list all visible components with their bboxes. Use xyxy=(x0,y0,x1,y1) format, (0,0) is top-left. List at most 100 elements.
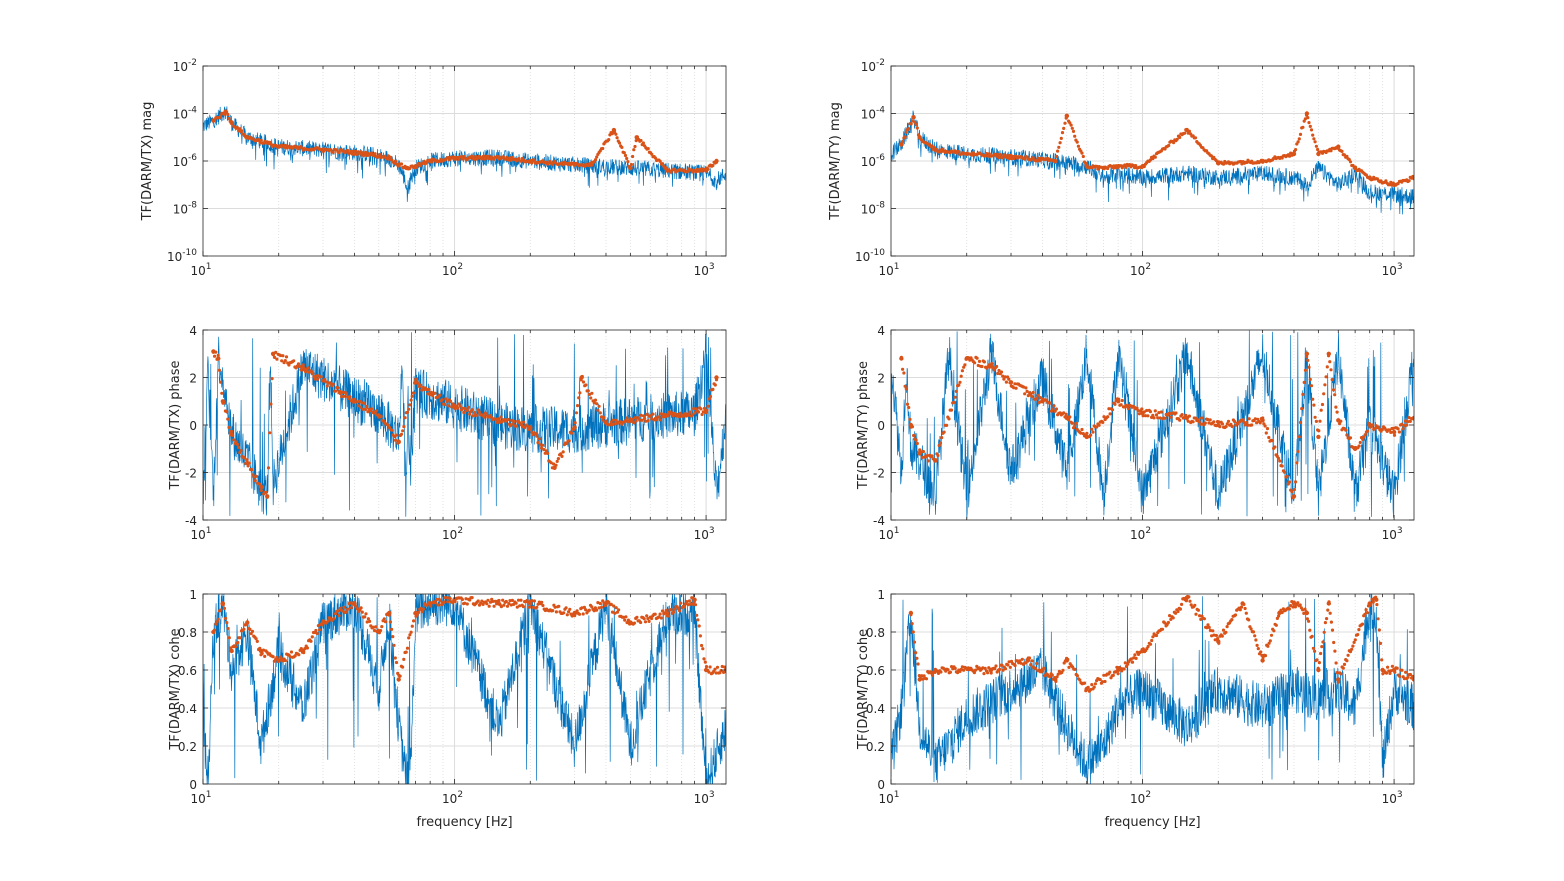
data-point-coherent xyxy=(1035,396,1039,400)
data-point-coherent xyxy=(1350,647,1354,651)
data-point-coherent xyxy=(678,609,682,613)
data-point-coherent xyxy=(1326,608,1330,612)
data-point-coherent xyxy=(945,423,949,427)
data-point-coherent xyxy=(1208,418,1212,422)
data-point xyxy=(1040,667,1045,673)
data-point xyxy=(1053,158,1058,164)
x-tick-base: 10 xyxy=(442,528,457,542)
data-point-coherent xyxy=(952,400,956,405)
data-point-coherent xyxy=(905,402,910,406)
data-point-coherent xyxy=(226,112,230,117)
data-point-coherent xyxy=(573,421,577,425)
data-point-coherent xyxy=(1135,406,1139,410)
data-point-coherent xyxy=(1296,140,1300,144)
data-point-coherent xyxy=(1303,368,1307,372)
data-point xyxy=(603,601,609,606)
data-point-coherent xyxy=(1130,660,1135,664)
data-point-coherent xyxy=(1233,613,1238,617)
data-point-coherent xyxy=(915,656,919,660)
data-point-coherent xyxy=(1323,621,1327,625)
x-tick-exponent: 1 xyxy=(206,790,212,800)
x-tick-exponent: 2 xyxy=(457,262,463,272)
x-tick-label: 103 xyxy=(1382,526,1403,542)
data-point-coherent xyxy=(948,670,953,674)
data-point-coherent xyxy=(673,607,677,611)
data-point xyxy=(603,420,609,425)
data-point-coherent xyxy=(679,411,683,415)
data-point-coherent xyxy=(1396,427,1400,431)
data-point-coherent xyxy=(485,602,489,606)
data-point-coherent xyxy=(1096,167,1100,171)
data-point xyxy=(387,155,392,160)
data-point-coherent xyxy=(930,454,934,458)
data-point-coherent xyxy=(1160,627,1165,631)
data-point-coherent xyxy=(994,664,998,668)
data-point-coherent xyxy=(359,606,363,610)
data-point-coherent xyxy=(1208,628,1212,633)
data-point-coherent xyxy=(1312,137,1316,141)
y-axis-label: TF(DARM/TY) mag xyxy=(828,102,843,221)
x-tick-exponent: 3 xyxy=(1397,526,1403,536)
data-point xyxy=(589,162,594,167)
data-point-coherent xyxy=(598,601,602,606)
data-point-coherent xyxy=(1342,153,1346,157)
data-point-coherent xyxy=(942,430,946,434)
data-point-coherent xyxy=(1068,415,1072,419)
x-tick-label: 103 xyxy=(694,526,715,542)
data-point-coherent xyxy=(410,624,414,628)
data-point-coherent xyxy=(1091,430,1095,434)
y-tick-label: 1 xyxy=(189,588,197,602)
data-point-coherent xyxy=(1308,377,1312,381)
data-point-coherent xyxy=(1297,435,1301,439)
data-point-coherent xyxy=(702,657,706,661)
data-point-coherent xyxy=(1163,621,1167,625)
data-point-coherent xyxy=(1012,386,1016,390)
data-point-coherent xyxy=(614,132,618,136)
y-tick-label: 0 xyxy=(189,419,197,433)
data-point-coherent xyxy=(1322,392,1326,396)
data-point-coherent xyxy=(1341,666,1345,670)
data-point-coherent xyxy=(1001,156,1005,160)
data-point-coherent xyxy=(292,359,296,363)
data-point-coherent xyxy=(1060,131,1065,135)
data-point-coherent xyxy=(259,488,263,493)
data-point-coherent xyxy=(1386,665,1390,669)
data-point xyxy=(528,158,533,164)
x-tick-label: 102 xyxy=(1130,262,1151,278)
data-point-coherent xyxy=(1035,661,1039,666)
data-point-coherent xyxy=(1031,390,1035,395)
data-point-coherent xyxy=(1390,664,1394,668)
series-trace-measured xyxy=(891,330,1414,520)
data-point-coherent xyxy=(1103,679,1107,684)
data-point-coherent xyxy=(650,152,654,156)
data-point-coherent xyxy=(1031,156,1035,160)
data-point-coherent xyxy=(268,431,272,435)
data-point xyxy=(396,677,401,682)
data-layer xyxy=(891,594,1414,784)
data-point-coherent xyxy=(1123,163,1127,167)
data-point-coherent xyxy=(1148,642,1153,646)
data-point-coherent xyxy=(1069,123,1073,127)
data-point-coherent xyxy=(1388,671,1392,676)
data-point-coherent xyxy=(1212,633,1216,637)
data-point-coherent xyxy=(974,668,978,672)
data-point-coherent xyxy=(1247,417,1251,421)
data-point-coherent xyxy=(1205,626,1209,630)
data-point-coherent xyxy=(392,434,396,439)
x-tick-base: 10 xyxy=(694,792,709,806)
data-point-coherent xyxy=(1311,133,1315,137)
data-point-coherent xyxy=(1113,402,1117,406)
data-point xyxy=(1291,151,1297,157)
data-point-coherent xyxy=(640,418,644,422)
data-point-coherent xyxy=(318,628,322,632)
data-point-coherent xyxy=(926,459,930,463)
data-point-coherent xyxy=(409,398,413,402)
data-point-coherent xyxy=(1206,623,1210,627)
data-point-coherent xyxy=(1401,427,1405,431)
data-point-coherent xyxy=(1054,154,1058,159)
data-point xyxy=(1336,144,1341,149)
data-point-coherent xyxy=(632,621,637,625)
data-point-coherent xyxy=(958,380,962,384)
x-tick-label: 103 xyxy=(1382,790,1403,806)
